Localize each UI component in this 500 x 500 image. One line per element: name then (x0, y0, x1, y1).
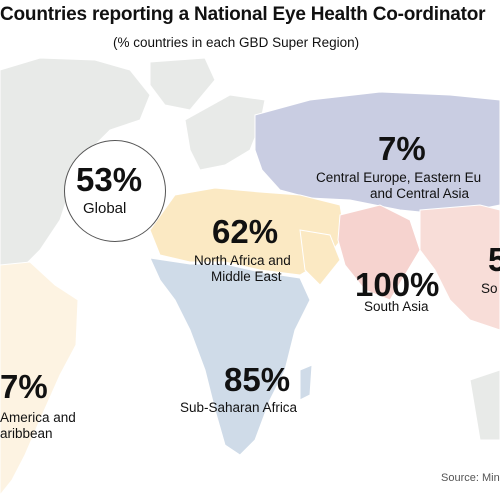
map-title: Countries reporting a National Eye Healt… (0, 4, 486, 25)
region-label-sub-saharan-africa: Sub-Saharan Africa (180, 400, 298, 415)
region-label-north-africa-line1: North Africa and (194, 253, 291, 268)
region-value-sub-saharan-africa: 85% (224, 361, 291, 398)
region-greenland (149, 57, 216, 111)
map-subtitle: (% countries in each GBD Super Region) (113, 35, 360, 50)
global-label: Global (83, 200, 127, 217)
region-value-central-europe: 7% (378, 130, 426, 167)
region-value-south-asia: 100% (355, 266, 440, 303)
region-label-latin-america-line1: America and (0, 410, 76, 425)
region-value-latin-america: 7% (0, 368, 48, 405)
global-badge (64, 140, 166, 242)
region-oceania (469, 369, 500, 441)
region-label-south-asia: South Asia (364, 299, 429, 314)
region-label-central-europe-line1: Central Europe, Eastern Eu (316, 170, 482, 185)
global-value: 53% (76, 161, 143, 198)
region-arabia (299, 229, 341, 286)
source-credit: Source: Min (441, 472, 500, 484)
region-label-southeast-asia: So (481, 281, 498, 296)
region-value-north-africa: 62% (212, 213, 279, 250)
region-sub-saharan-africa (149, 257, 311, 456)
region-label-latin-america-line2: aribbean (0, 426, 53, 441)
region-latin-america (0, 261, 79, 496)
region-south-asia (337, 204, 421, 301)
region-label-north-africa-line2: Middle East (211, 269, 282, 284)
region-label-central-europe-line2: and Central Asia (370, 186, 470, 201)
region-southeast-asia (419, 204, 500, 331)
region-madagascar (299, 364, 313, 401)
region-value-southeast-asia: 5 (488, 241, 500, 278)
region-western-europe (184, 94, 266, 171)
